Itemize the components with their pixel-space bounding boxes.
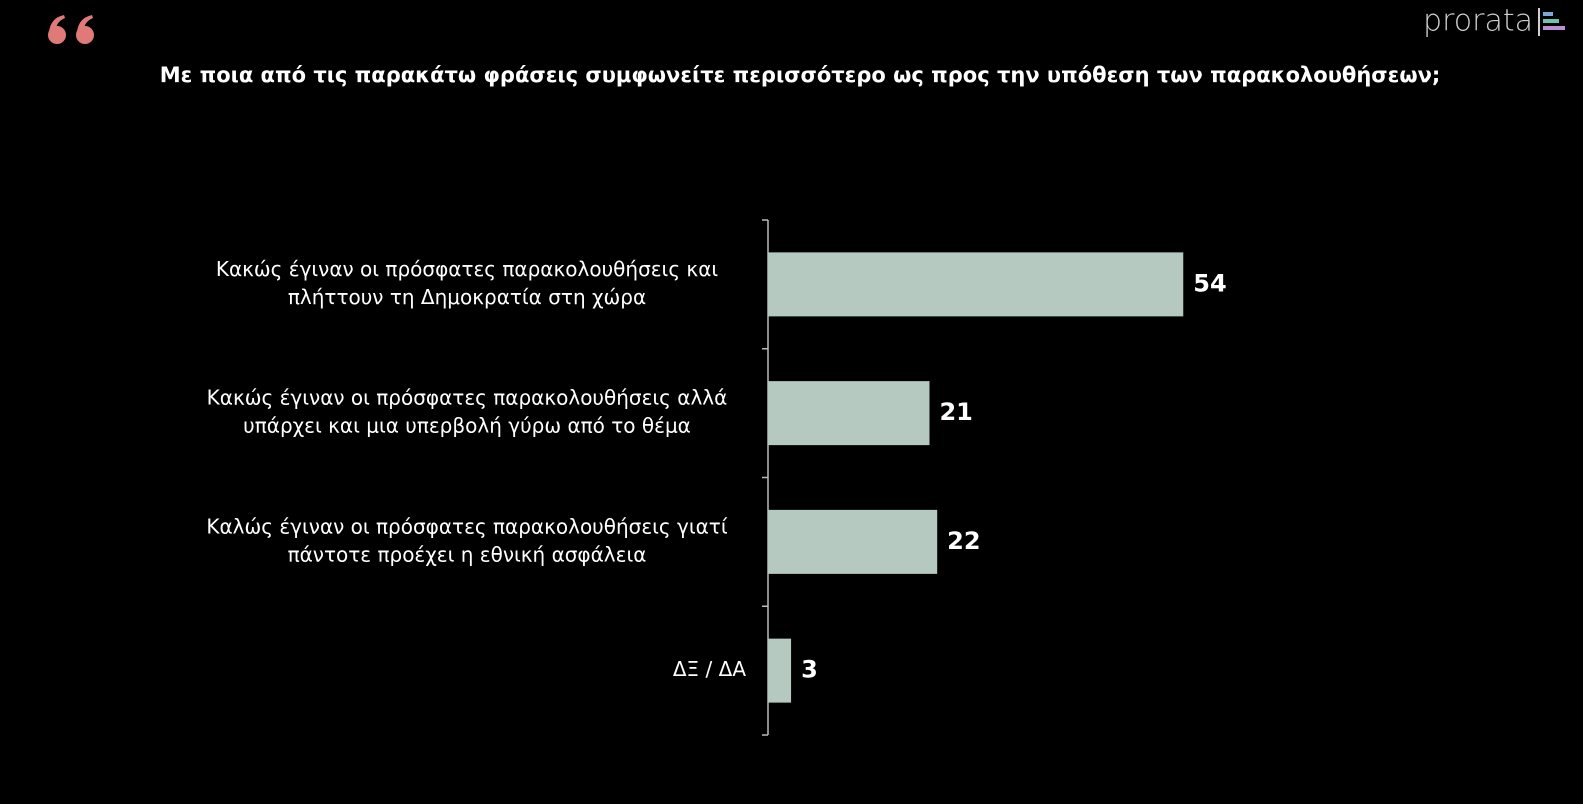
logo: prorata — [1423, 4, 1533, 39]
bar — [768, 638, 792, 703]
value-label: 22 — [947, 527, 980, 555]
quote-icon — [48, 15, 94, 44]
category-label: Κακώς έγιναν οι πρόσφατες παρακολουθήσει… — [207, 386, 728, 410]
value-label: 21 — [939, 398, 972, 426]
bar — [768, 509, 938, 574]
value-label: 54 — [1193, 269, 1226, 297]
logo-icon — [1538, 8, 1565, 36]
bar — [768, 252, 1184, 317]
category-label: Καλώς έγιναν οι πρόσφατες παρακολουθήσει… — [206, 514, 727, 538]
category-label: ΔΞ / ΔΑ — [673, 657, 746, 681]
category-label: πλήττουν τη Δημοκρατία στη χώρα — [288, 285, 646, 309]
chart-title: Με ποια από τις παρακάτω φράσεις συμφωνε… — [160, 63, 1441, 87]
category-label: πάντοτε προέχει η εθνική ασφάλεια — [288, 542, 647, 566]
category-label: Κακώς έγιναν οι πρόσφατες παρακολουθήσει… — [216, 257, 719, 281]
category-label: υπάρχει και μια υπερβολή γύρω από το θέμ… — [243, 414, 691, 438]
bar — [768, 381, 930, 446]
value-label: 3 — [801, 656, 818, 684]
